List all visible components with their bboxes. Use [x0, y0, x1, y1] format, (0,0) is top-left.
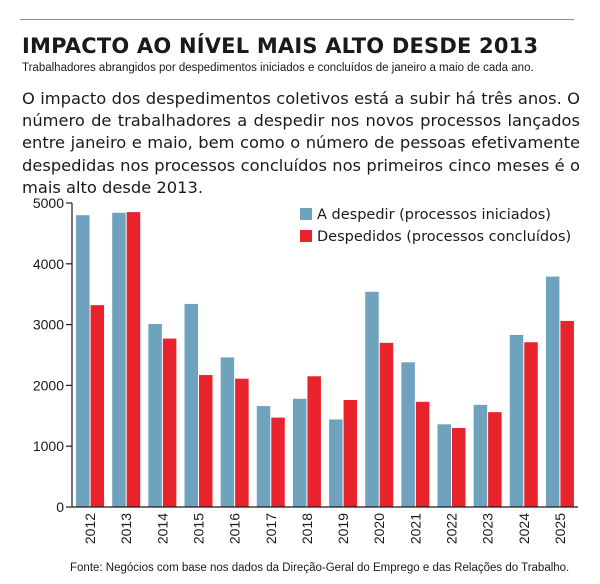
bar-despedidos-2024	[524, 342, 538, 507]
bar-a-despedir-2020	[365, 291, 379, 507]
bar-despedidos-2013	[126, 212, 141, 507]
bar-despedidos-2025	[560, 320, 574, 507]
x-tick-label: 2013	[118, 513, 134, 544]
bar-a-despedir-2024	[509, 334, 524, 507]
x-tick-label: 2017	[263, 513, 279, 544]
source-note: Fonte: Negócios com base nos dados da Di…	[70, 562, 570, 574]
x-tick-label: 2012	[82, 513, 98, 544]
bar-a-despedir-2023	[473, 404, 488, 507]
bar-a-despedir-2019	[329, 419, 343, 507]
x-tick-label: 2015	[191, 513, 207, 544]
x-tick-label: 2025	[552, 513, 568, 544]
legend-swatch	[300, 230, 312, 242]
y-tick-label: 3000	[33, 317, 64, 333]
bar-despedidos-2014	[162, 338, 177, 507]
bar-a-despedir-2022	[437, 424, 451, 507]
bar-despedidos-2023	[488, 412, 502, 507]
x-tick-label: 2021	[407, 513, 423, 544]
bar-despedidos-2021	[415, 401, 430, 507]
bar-a-despedir-2017	[256, 406, 271, 507]
bar-despedidos-2018	[307, 376, 321, 507]
bar-despedidos-2015	[199, 375, 213, 507]
x-tick-label: 2018	[299, 513, 315, 544]
x-tick-label: 2022	[444, 513, 460, 544]
y-tick-label: 2000	[33, 377, 64, 393]
bar-a-despedir-2016	[220, 357, 235, 507]
y-axis: 0 1000 2000 3000 4000 5000	[33, 195, 73, 515]
bar-a-despedir-2013	[112, 212, 126, 507]
bar-a-despedir-2014	[148, 323, 162, 507]
chart-title: IMPACTO AO NÍVEL MAIS ALTO DESDE 2013	[22, 34, 539, 58]
bar-a-despedir-2012	[76, 215, 90, 507]
top-rule	[20, 19, 574, 20]
y-tick-label: 1000	[33, 438, 64, 454]
x-tick-label: 2024	[516, 513, 532, 544]
bar-a-despedir-2021	[401, 362, 415, 507]
bar-despedidos-2022	[452, 427, 466, 507]
legend: A despedir (processos iniciados) Despedid…	[300, 207, 571, 245]
x-tick-label: 2016	[227, 513, 243, 544]
y-tick-label: 5000	[33, 195, 64, 211]
body-paragraph: O impacto dos despedimentos coletivos es…	[22, 89, 580, 197]
x-tick-label: 2023	[480, 513, 496, 544]
x-axis: 2012 2013 2014 2015 2016 2017 2018 2019 2020 2021…	[72, 506, 578, 544]
bar-despedidos-2017	[271, 417, 285, 507]
legend-swatch	[300, 208, 312, 220]
bar-despedidos-2020	[379, 342, 394, 507]
bar-despedidos-2012	[90, 305, 105, 507]
y-tick-label: 4000	[33, 256, 64, 272]
x-tick-label: 2014	[154, 513, 170, 544]
bar-despedidos-2016	[235, 378, 249, 507]
y-tick-label: 0	[56, 499, 64, 515]
bar-a-despedir-2018	[292, 398, 307, 507]
chart-subtitle: Trabalhadores abrangidos por despediment…	[22, 62, 534, 74]
bar-a-despedir-2015	[184, 303, 198, 507]
x-tick-label: 2020	[371, 513, 387, 544]
bar-a-despedir-2025	[545, 276, 560, 507]
legend-label: A despedir (processos iniciados)	[317, 207, 551, 223]
x-tick-label: 2019	[335, 513, 351, 544]
bars	[76, 212, 574, 507]
legend-label: Despedidos (processos concluídos)	[317, 229, 571, 245]
bar-despedidos-2019	[343, 399, 358, 507]
